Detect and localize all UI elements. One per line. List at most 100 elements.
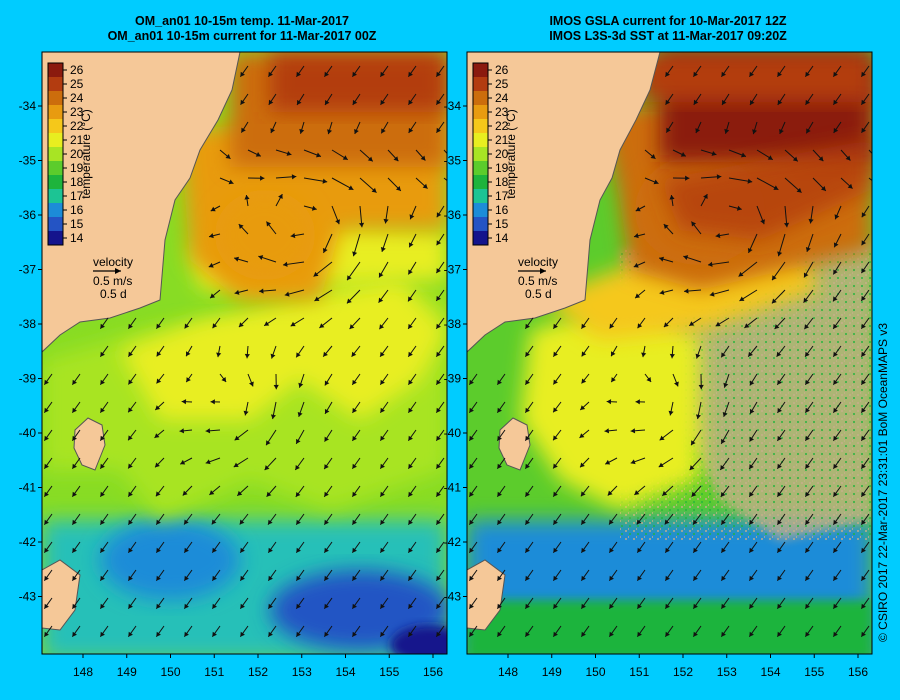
velocity-arrow-head xyxy=(833,99,838,105)
velocity-arrow-head xyxy=(323,351,328,357)
velocity-arrow xyxy=(443,177,447,182)
velocity-arrow-head xyxy=(155,491,161,497)
colorbar-tick-label: 16 xyxy=(495,203,509,217)
velocity-arrow-head xyxy=(319,323,325,328)
velocity-arrow-head xyxy=(156,519,161,525)
velocity-arrow-head xyxy=(408,575,413,581)
velocity-arrow-head xyxy=(861,547,866,553)
colorbar-tick-label: 18 xyxy=(70,175,84,189)
velocity-arrow-head xyxy=(469,435,474,441)
velocity-arrow-head xyxy=(873,155,878,160)
velocity-arrow-head xyxy=(581,351,587,357)
velocity-arrow-head xyxy=(324,380,330,386)
velocity-arrow-head xyxy=(270,353,276,359)
velocity-arrow-head xyxy=(436,99,441,105)
velocity-arrow-head xyxy=(436,463,441,469)
velocity-arrow-head xyxy=(779,128,784,134)
velocity-arrow-head xyxy=(228,179,234,185)
velocity-arrow-head xyxy=(691,221,697,227)
velocity-arrow-head xyxy=(525,379,530,385)
velocity-arrow-head xyxy=(777,491,782,497)
velocity-arrow-head xyxy=(744,323,750,328)
velocity-arrow-head xyxy=(409,214,415,220)
velocity-arrow-head xyxy=(44,631,49,637)
velocity-arrow-head xyxy=(553,351,558,357)
velocity-arrow-head xyxy=(609,603,614,609)
velocity-arrow-head xyxy=(833,519,838,525)
velocity-arrow-head xyxy=(834,214,840,220)
velocity-arrow-head xyxy=(184,323,190,329)
velocity-arrow-head xyxy=(721,603,726,609)
velocity-arrow-head xyxy=(680,152,686,157)
velocity-arrow-head xyxy=(351,351,357,357)
longitude-label: 148 xyxy=(73,665,93,679)
velocity-arrow-head xyxy=(436,351,441,357)
velocity-arrow-head xyxy=(637,631,642,637)
velocity-arrow-head xyxy=(749,491,754,497)
velocity-arrow-head xyxy=(525,575,530,581)
velocity-arrow-head xyxy=(609,631,614,637)
velocity-arrow-head xyxy=(772,275,777,281)
colorbar-tick-label: 18 xyxy=(495,175,509,189)
longitude-label: 151 xyxy=(204,665,224,679)
velocity-arrow-head xyxy=(128,435,133,441)
velocity-arrow-head xyxy=(610,351,616,357)
velocity-arrow-head xyxy=(128,351,133,357)
velocity-arrow-head xyxy=(313,271,319,277)
velocity-arrow-head xyxy=(290,233,296,239)
velocity-arrow-head xyxy=(777,575,782,581)
velocity-arrow-head xyxy=(861,240,867,246)
velocity-arrow-head xyxy=(497,379,502,385)
latitude-label: -43 xyxy=(444,590,462,604)
velocity-arrow-head xyxy=(100,379,105,385)
velocity-arrow-head xyxy=(128,631,133,637)
left-title-line2: OM_an01 10-15m current for 11-Mar-2017 0… xyxy=(107,29,377,43)
longitude-label: 149 xyxy=(117,665,137,679)
velocity-arrow-head xyxy=(749,603,754,609)
velocity-arrow-head xyxy=(805,246,811,252)
velocity-arrow-head xyxy=(352,547,357,553)
velocity-arrow-head xyxy=(72,603,77,609)
velocity-arrow-head xyxy=(715,233,721,239)
velocity-arrow-head xyxy=(752,129,758,135)
velocity-arrow-head xyxy=(777,407,782,413)
velocity-arrow-head xyxy=(436,435,441,441)
velocity-arrow-head xyxy=(747,247,753,253)
velocity-arrow-head xyxy=(240,603,245,609)
velocity-arrow-head xyxy=(233,462,239,468)
colorbar-tick-label: 26 xyxy=(70,63,84,77)
velocity-arrow-head xyxy=(44,575,49,581)
velocity-arrow-head xyxy=(721,352,726,358)
velocity-arrow-head xyxy=(408,491,413,497)
velocity-arrow-head xyxy=(156,351,162,357)
velocity-arrow-head xyxy=(380,603,385,609)
velocity-arrow-head xyxy=(683,255,689,260)
velocity-arrow-head xyxy=(833,631,838,637)
velocity-arrow-head xyxy=(803,272,809,278)
colorbar-swatch xyxy=(48,105,63,119)
colorbar-tick-label: 22 xyxy=(70,119,84,133)
velocity-arrow-head xyxy=(221,376,227,382)
velocity-arrow-head xyxy=(156,323,162,329)
velocity-arrow-head xyxy=(833,242,839,248)
velocity-arrow-head xyxy=(348,185,354,190)
velocity-arrow-head xyxy=(833,296,838,302)
velocity-arrow-head xyxy=(721,631,726,637)
velocity-arrow-head xyxy=(777,463,782,469)
latitude-label: -35 xyxy=(444,154,462,168)
velocity-arrow-head xyxy=(408,519,413,525)
longitude-label: 152 xyxy=(248,665,268,679)
velocity-arrow-head xyxy=(408,351,413,357)
velocity-arrow-head xyxy=(436,491,441,497)
velocity-arrow-head xyxy=(861,603,866,609)
velocity-arrow-head xyxy=(525,463,530,469)
velocity-arrow-head xyxy=(212,631,217,637)
velocity-legend-time: 0.5 d xyxy=(525,287,552,301)
velocity-arrow-head xyxy=(181,399,187,405)
velocity-arrow-head xyxy=(380,519,385,525)
velocity-arrow-head xyxy=(469,631,474,637)
colorbar-swatch xyxy=(473,77,488,91)
velocity-arrow-head xyxy=(833,269,838,275)
